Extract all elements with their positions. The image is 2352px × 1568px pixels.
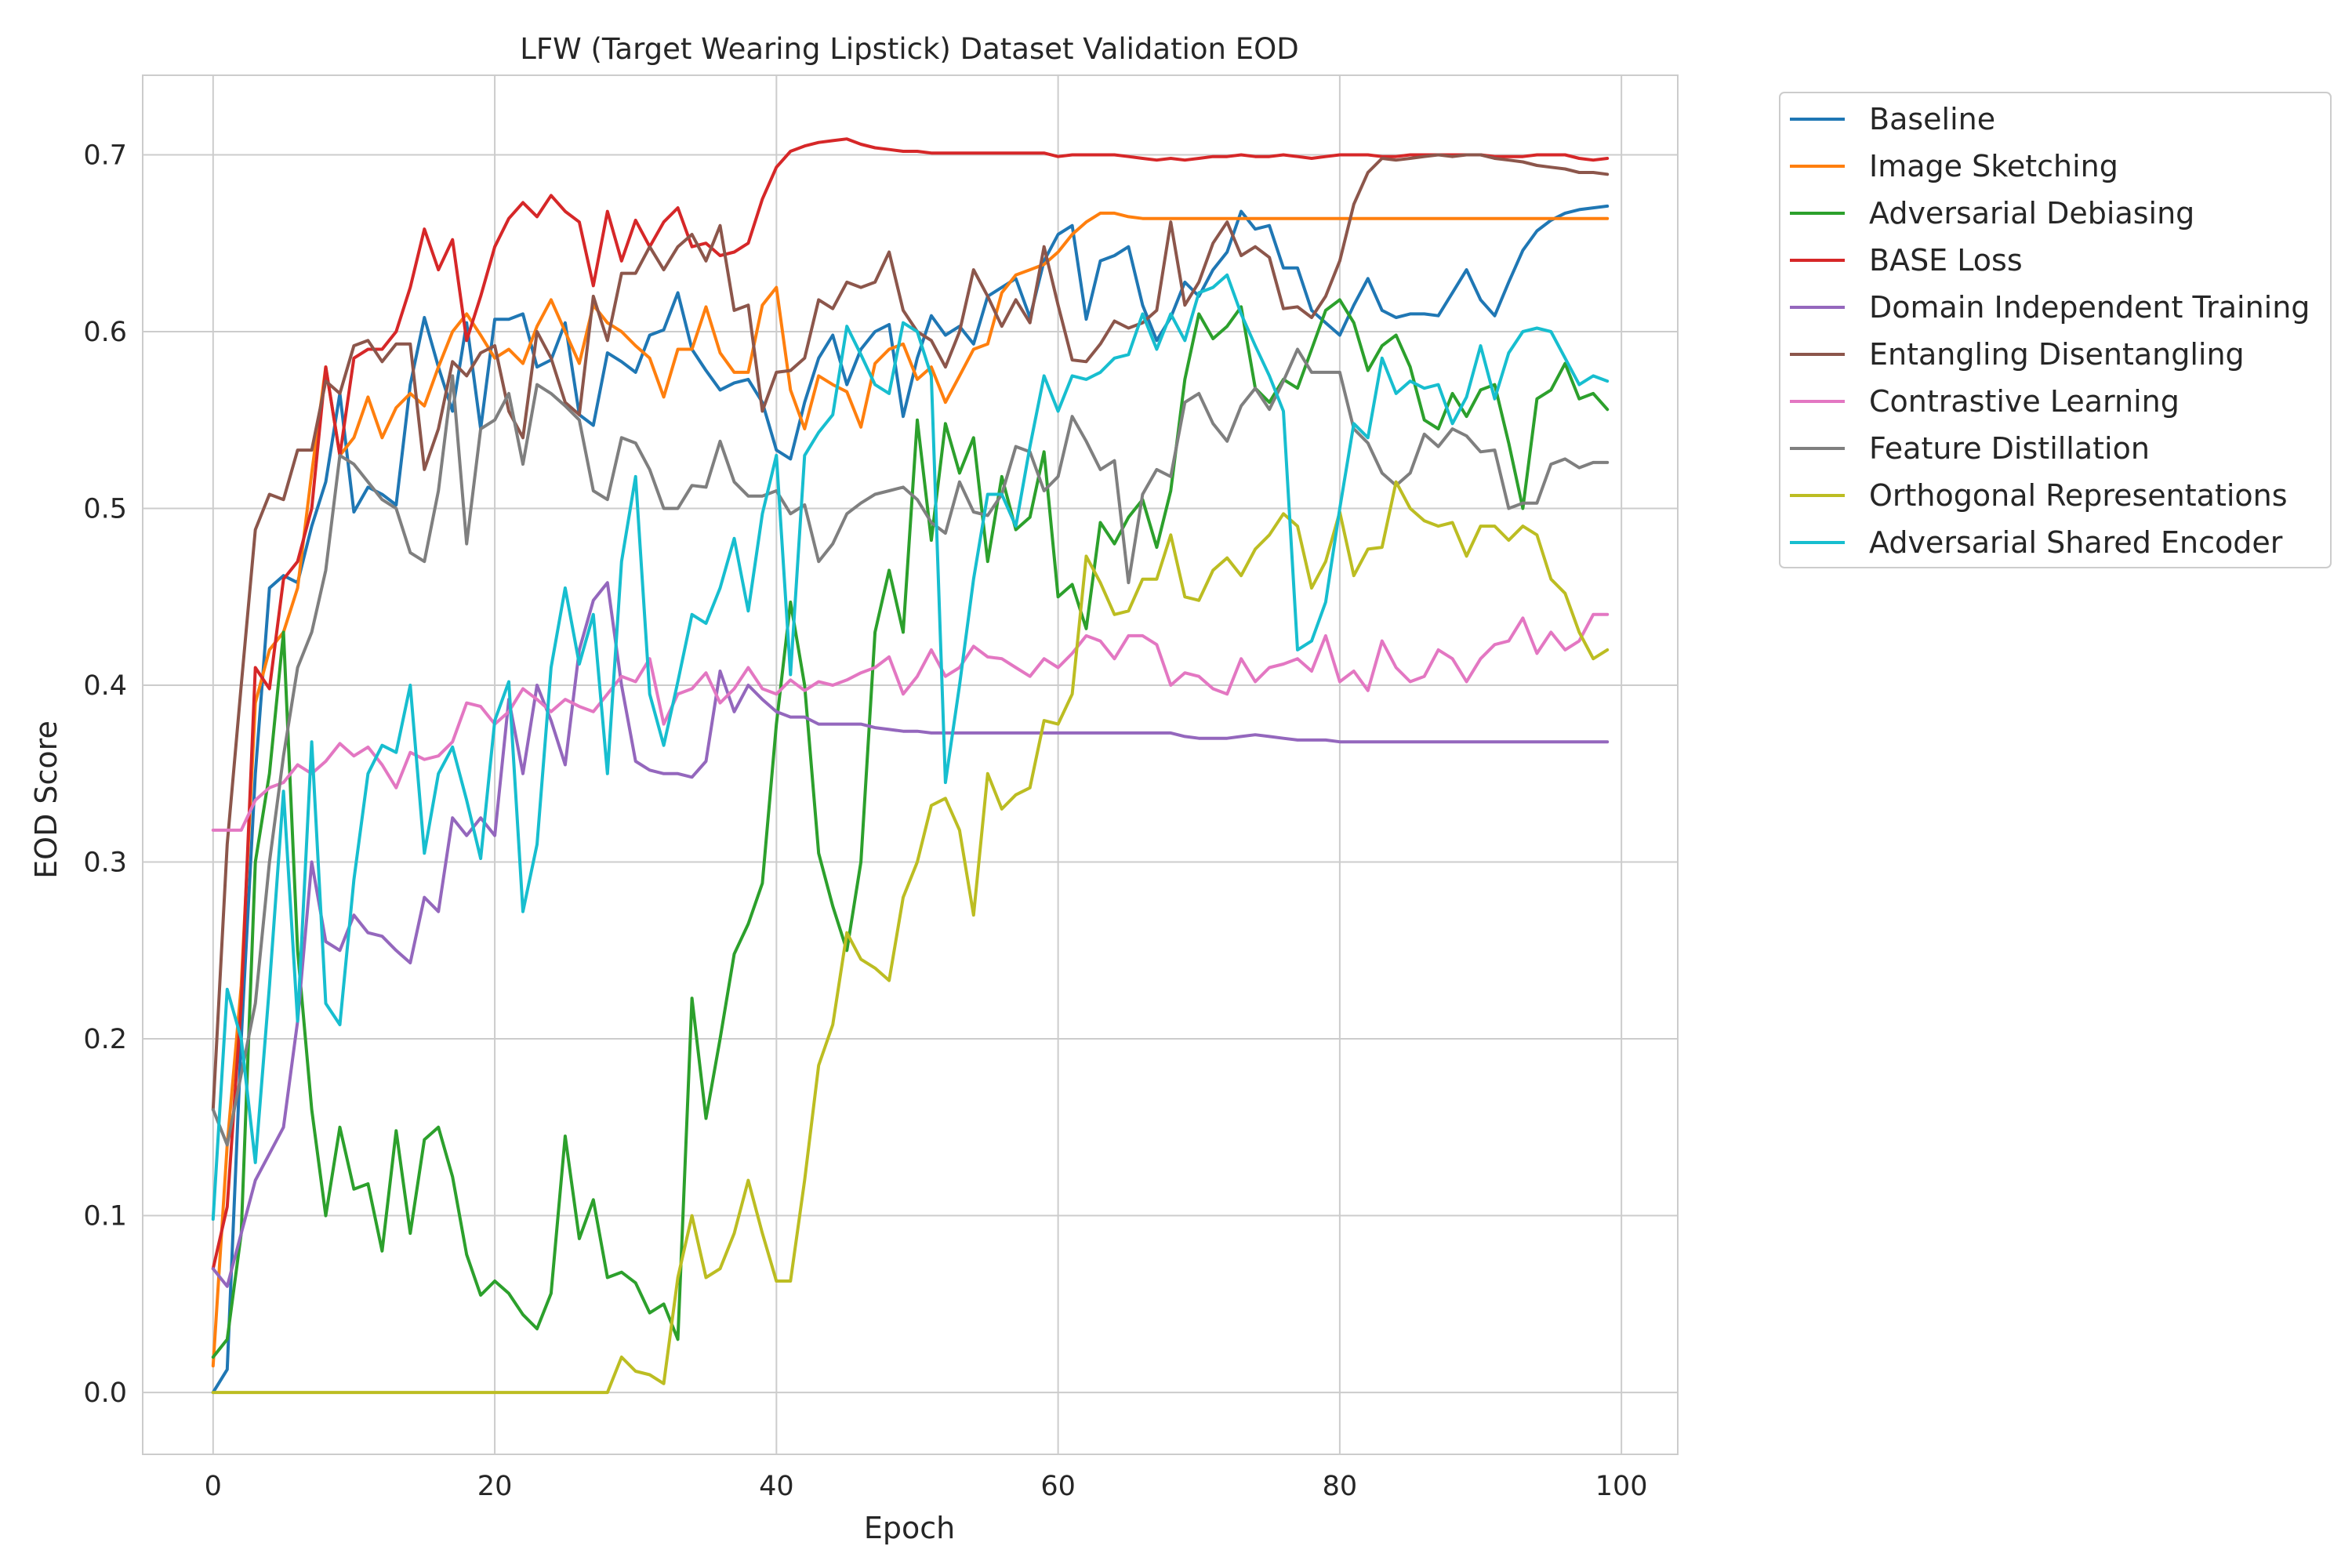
legend-label-feature-distillation: Feature Distillation xyxy=(1869,431,2150,466)
legend: Baseline Image Sketching Adversarial Debia… xyxy=(1779,92,2332,568)
legend-label-adversarial-shared-encoder: Adversarial Shared Encoder xyxy=(1869,525,2283,560)
y-axis-label: EOD Score xyxy=(29,720,64,879)
legend-label-base-loss: BASE Loss xyxy=(1869,243,2023,278)
y-tick-label: 0.3 xyxy=(83,848,127,879)
x-tick-label: 40 xyxy=(759,1471,794,1502)
legend-label-domain-independent-training: Domain Independent Training xyxy=(1869,290,2310,325)
legend-label-adversarial-debiasing: Adversarial Debiasing xyxy=(1869,196,2194,230)
legend-label-baseline: Baseline xyxy=(1869,102,1995,136)
x-tick-label: 60 xyxy=(1040,1471,1076,1502)
series-line-image-sketching xyxy=(211,211,1610,1368)
x-tick-label: 20 xyxy=(477,1471,513,1502)
y-tick-label: 0.1 xyxy=(83,1201,127,1232)
y-axis-ticks: 0.0 0.1 0.2 0.3 0.4 0.5 0.6 0.7 xyxy=(83,140,127,1409)
legend-label-entangling-disentangling: Entangling Disentangling xyxy=(1869,337,2245,372)
series-line-baseline xyxy=(211,204,1610,1395)
series-line-domain-independent-training xyxy=(211,581,1610,1288)
plot-area-frame xyxy=(142,74,1679,1455)
series-line-contrastive-learning xyxy=(211,612,1610,832)
legend-label-contrastive-learning: Contrastive Learning xyxy=(1869,384,2180,419)
y-tick-label: 0.6 xyxy=(83,317,127,348)
x-axis-label: Epoch xyxy=(864,1511,955,1545)
x-tick-label: 100 xyxy=(1595,1471,1648,1502)
series-line-adversarial-debiasing xyxy=(211,298,1610,1359)
y-tick-label: 0.5 xyxy=(83,494,127,525)
y-tick-label: 0.7 xyxy=(83,140,127,171)
chart-title: LFW (Target Wearing Lipstick) Dataset Va… xyxy=(520,32,1298,66)
x-axis-ticks: 0 20 40 60 80 100 xyxy=(205,1471,1648,1502)
series-line-entangling-disentangling xyxy=(211,153,1610,1112)
y-tick-label: 0.2 xyxy=(83,1024,127,1055)
x-tick-label: 0 xyxy=(205,1471,222,1502)
legend-frame xyxy=(1779,92,2332,568)
series-line-adversarial-shared-encoder xyxy=(211,273,1610,1221)
legend-label-orthogonal-representations: Orthogonal Representations xyxy=(1869,478,2288,513)
series-line-base-loss xyxy=(211,137,1610,1271)
y-tick-label: 0.0 xyxy=(83,1377,127,1409)
series-lines xyxy=(211,137,1610,1395)
x-tick-label: 80 xyxy=(1323,1471,1358,1502)
series-line-feature-distillation xyxy=(211,347,1610,1147)
y-tick-label: 0.4 xyxy=(83,670,127,702)
series-line-orthogonal-representations xyxy=(211,480,1610,1395)
legend-label-image-sketching: Image Sketching xyxy=(1869,149,2118,183)
